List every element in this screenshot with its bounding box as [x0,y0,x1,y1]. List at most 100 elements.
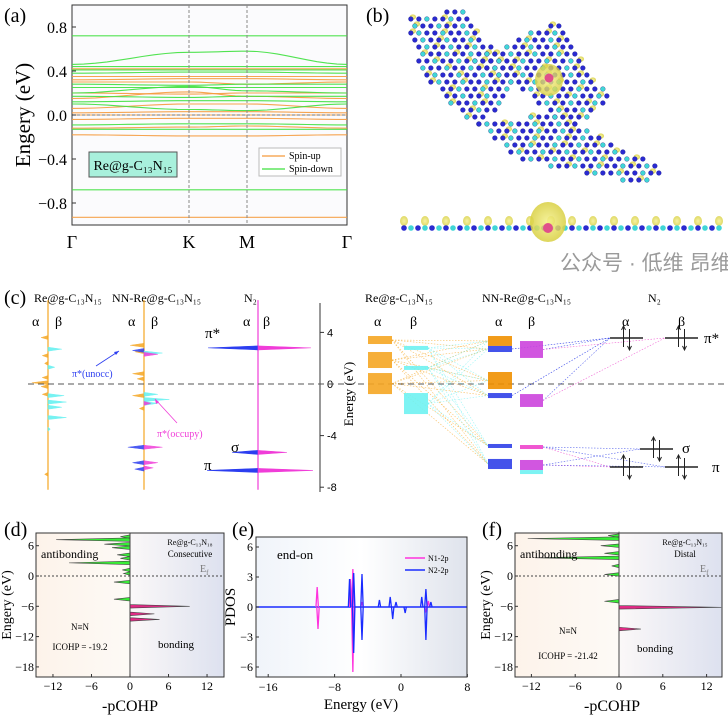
nitrogen-atom [476,121,482,127]
legend-spin-up: Spin-up [289,151,321,162]
nitrogen-atom [564,51,570,57]
mo-connector [391,359,489,447]
nitrogen-atom [508,65,514,71]
nitrogen-atom [568,142,574,148]
carbon-atom [496,72,502,78]
nitrogen-atom [476,79,482,85]
mo-connector [391,339,489,350]
carbon-atom [556,107,562,113]
carbon-atom [492,65,498,71]
carbon-atom [456,72,462,78]
pdos-peak-n2 [388,596,393,608]
nitrogen-atom [524,135,530,141]
carbon-atom [420,65,426,71]
beta-label: β [263,315,270,330]
mo-connector [427,347,489,396]
carbon-atom [436,79,442,85]
mo-connector [427,347,489,350]
pdos-peak-n2 [424,606,428,641]
system-label-box [88,151,178,178]
nitrogen-atom [568,128,574,134]
carbon-atom [572,163,578,169]
nitrogen-atom [456,16,462,22]
bond-label: N≡N [71,622,90,632]
band-line-spin-down [71,103,348,112]
spin-up-arrow-icon [676,324,681,347]
side-view-atom [513,225,519,231]
carbon-atom [488,128,494,134]
cohp-chart-consecutive: −12 −6 0 6 12 6 0 −6 −12 −18 Re@g-C₁₃N₁₈ Consecut… [0,532,225,715]
re-atom-side [543,223,553,233]
carbon-atom [472,44,478,50]
carbon-atom [528,30,534,36]
side-view-atom [576,225,582,231]
mo-level-box [520,445,543,450]
nitrogen-atom [532,37,538,43]
band-line-spin-down [72,71,347,74]
mo-connector [542,464,666,468]
nitrogen-atom [500,79,506,85]
nitrogen-atom [432,16,438,22]
carbon-atom [504,142,510,148]
nitrogen-atom [596,135,602,141]
nitrogen-atom [564,79,570,85]
nitrogen-atom [448,86,454,92]
mo-connector [427,348,489,369]
band-line-spin-down [72,123,347,126]
n2-level-beta [257,450,288,455]
carbon-atom [420,51,426,57]
carbon-atom [556,51,562,57]
carbon-atom [444,65,450,71]
carbon-atom [460,23,466,29]
annotation-pi-unocc: π*(unocc) [72,369,113,380]
band-line-spin-down [72,83,347,86]
side-view-atom [681,225,687,231]
nitrogen-atom [616,156,622,162]
nitrogen-atom [432,44,438,50]
beta-label: β [55,315,62,330]
nitrogen-atom [516,37,522,43]
carbon-atom [552,156,558,162]
nitrogen-atom [564,135,570,141]
nitrogen-atom [428,79,434,85]
dos-peak-beta [47,346,62,352]
dos-peak-n-alpha [132,460,145,465]
nitrogen-atom [468,93,474,99]
nitrogen-atom [636,163,642,169]
carbon-atom [472,100,478,106]
icohp-value: ICOHP = -19.2 [53,642,108,652]
x-tick-label: 6 [166,679,172,693]
nitrogen-atom [540,51,546,57]
nitrogen-atom [524,121,530,127]
nitrogen-atom [452,93,458,99]
nitrogen-atom [492,79,498,85]
side-view-atom [674,225,680,231]
col-title-nn-re: NN-Re@g-C₁₃N₁₅ [112,291,201,305]
nitrogen-atom [424,72,430,78]
band-line-spin-up [72,92,347,95]
y-tick-label: 0 [507,569,513,583]
alpha-label: α [622,315,630,330]
nitrogen-atom [464,16,470,22]
nitrogen-atom [580,93,586,99]
carbon-atom [544,100,550,106]
nitrogen-atom [460,107,466,113]
carbon-atom [536,128,542,134]
nitrogen-atom [544,44,550,50]
pdos-peak-n2 [360,606,364,641]
nitrogen-atom [556,23,562,29]
carbon-atom [548,37,554,43]
x-axis-label: -pCOHP [584,698,640,715]
carbon-atom [456,58,462,64]
nitrogen-atom [556,37,562,43]
side-view-atom [471,225,477,231]
nitrogen-atom [488,44,494,50]
nitrogen-atom [488,100,494,106]
carbon-atom [480,86,486,92]
nitrogen-atom [492,121,498,127]
carbon-atom [532,121,538,127]
carbon-atom [460,79,466,85]
nitrogen-atom [496,86,502,92]
side-view-atom [688,225,694,231]
dos-peak-beta [47,399,67,405]
